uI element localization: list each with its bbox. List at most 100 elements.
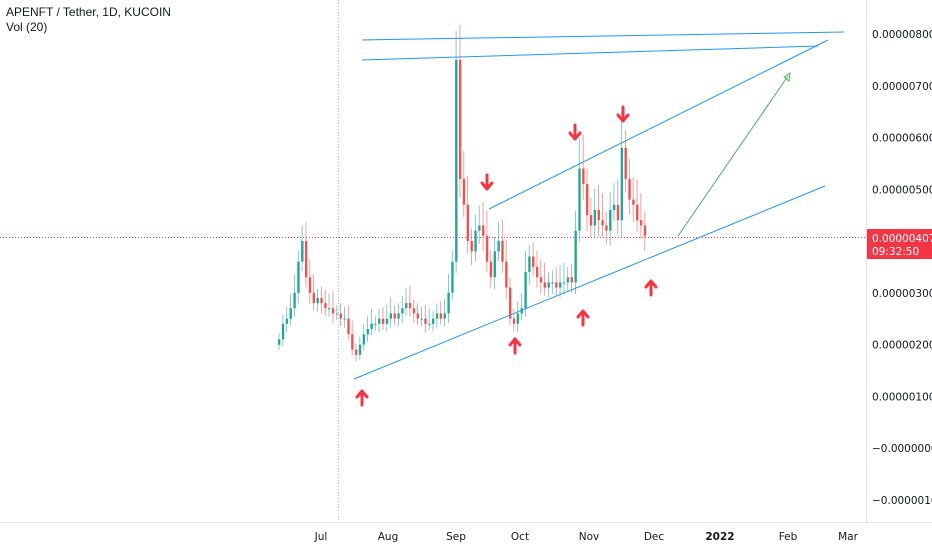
candle-body bbox=[462, 178, 466, 205]
candle-body bbox=[374, 323, 377, 325]
y-tick-label: 0.000005000 bbox=[872, 184, 932, 196]
candle-body bbox=[281, 323, 285, 340]
candle-body bbox=[512, 318, 516, 324]
candle-body bbox=[416, 313, 419, 319]
arrow-up-icon bbox=[508, 337, 522, 355]
arrow-down-icon bbox=[568, 123, 582, 141]
x-tick-label: Aug bbox=[378, 531, 399, 543]
candle-body bbox=[308, 277, 312, 293]
candle-body bbox=[347, 318, 350, 335]
top-channel-line-lower[interactable] bbox=[361, 45, 819, 61]
y-tick-label: −0.000001000 bbox=[872, 495, 932, 507]
candle-body bbox=[343, 318, 346, 320]
drawings[interactable] bbox=[353, 31, 845, 380]
volume-indicator-label[interactable]: Vol (20) bbox=[6, 20, 48, 34]
candle-body bbox=[285, 318, 289, 324]
arrow-down-icon bbox=[480, 173, 494, 191]
candle-body bbox=[470, 241, 473, 252]
projection-arrow-head bbox=[783, 71, 791, 82]
candle-body bbox=[532, 256, 535, 267]
candle-body bbox=[551, 282, 554, 284]
candle-body bbox=[601, 220, 604, 226]
candle-body bbox=[624, 147, 627, 179]
candle-body bbox=[458, 59, 462, 179]
candle-body bbox=[335, 313, 339, 315]
y-tick-label: 0.000003000 bbox=[872, 288, 932, 300]
x-tick-label: Mar bbox=[838, 531, 858, 543]
candle-body bbox=[385, 318, 389, 324]
candle-body bbox=[489, 261, 493, 278]
candle-body bbox=[466, 204, 470, 241]
candle-body bbox=[328, 308, 331, 310]
candle-body bbox=[493, 251, 496, 278]
candle-body bbox=[351, 334, 354, 350]
candle-body bbox=[362, 334, 366, 345]
x-tick-label: Dec bbox=[644, 531, 665, 543]
x-tick-label: Oct bbox=[511, 531, 529, 543]
candle-body bbox=[616, 204, 620, 221]
candle-body bbox=[432, 318, 435, 324]
chart-legend: APENFT / Tether, 1D, KUCOIN Vol (20) bbox=[6, 5, 171, 35]
candle-body bbox=[424, 318, 427, 324]
candle-body bbox=[420, 318, 423, 320]
candle-body bbox=[528, 256, 531, 273]
candle-body bbox=[509, 287, 512, 319]
candle-body bbox=[582, 168, 585, 185]
projection-arrow-line[interactable] bbox=[677, 75, 789, 237]
candle-body bbox=[428, 323, 431, 325]
arrow-up-icon bbox=[644, 279, 658, 297]
y-tick-label: 0.000006000 bbox=[872, 133, 932, 145]
candle-body bbox=[524, 272, 527, 309]
candle-body bbox=[435, 313, 439, 319]
candle-body bbox=[597, 209, 600, 221]
candle-body bbox=[389, 313, 393, 319]
rising-wedge-lower[interactable] bbox=[353, 185, 826, 380]
rising-wedge-upper[interactable] bbox=[488, 39, 829, 210]
candle-body bbox=[478, 225, 481, 231]
candle-body bbox=[632, 199, 635, 205]
candle-body bbox=[609, 209, 612, 231]
last-price-tag: 0.000004070 09:32:50 bbox=[867, 229, 932, 259]
symbol-title[interactable]: APENFT / Tether, 1D, KUCOIN bbox=[6, 5, 171, 19]
candle-body bbox=[578, 168, 581, 231]
candle-body bbox=[593, 209, 597, 226]
candle-series bbox=[278, 24, 647, 362]
candle-body bbox=[447, 292, 450, 314]
x-tick-label: Sep bbox=[446, 531, 466, 543]
candle-body bbox=[304, 241, 308, 278]
candle-body bbox=[355, 349, 358, 355]
x-tick-label: Nov bbox=[579, 531, 600, 543]
candle-body bbox=[358, 344, 362, 355]
candle-body bbox=[612, 204, 616, 210]
candle-body bbox=[636, 204, 639, 221]
candle-body bbox=[586, 184, 589, 216]
candle-body bbox=[278, 339, 281, 345]
x-tick-label: Feb bbox=[779, 531, 798, 543]
y-tick-label: 0.000007000 bbox=[872, 81, 932, 93]
price-axis-labels: 0.000008000 0.000007000 0.000006000 0.00000… bbox=[872, 29, 932, 507]
candle-body bbox=[547, 282, 550, 288]
candle-body bbox=[293, 292, 296, 309]
candle-body bbox=[605, 225, 608, 231]
candle-body bbox=[316, 297, 319, 304]
candle-body bbox=[301, 241, 304, 262]
last-price-value: 0.000004070 bbox=[872, 233, 932, 245]
candle-body bbox=[539, 277, 543, 283]
candle-body bbox=[397, 313, 400, 319]
candle-body bbox=[405, 303, 408, 309]
candle-body bbox=[505, 261, 508, 288]
candle-body bbox=[589, 215, 593, 226]
candle-body bbox=[516, 313, 520, 324]
candle-body bbox=[401, 308, 404, 314]
candle-body bbox=[312, 292, 316, 304]
candle-body bbox=[574, 230, 577, 283]
candle-body bbox=[443, 313, 446, 319]
candle-body bbox=[451, 261, 454, 293]
candle-body bbox=[497, 241, 500, 252]
top-channel-line-upper[interactable] bbox=[361, 31, 845, 41]
candle-body bbox=[289, 308, 292, 319]
candle-body bbox=[331, 308, 335, 314]
candle-body bbox=[339, 313, 342, 319]
candle-body bbox=[366, 328, 369, 335]
